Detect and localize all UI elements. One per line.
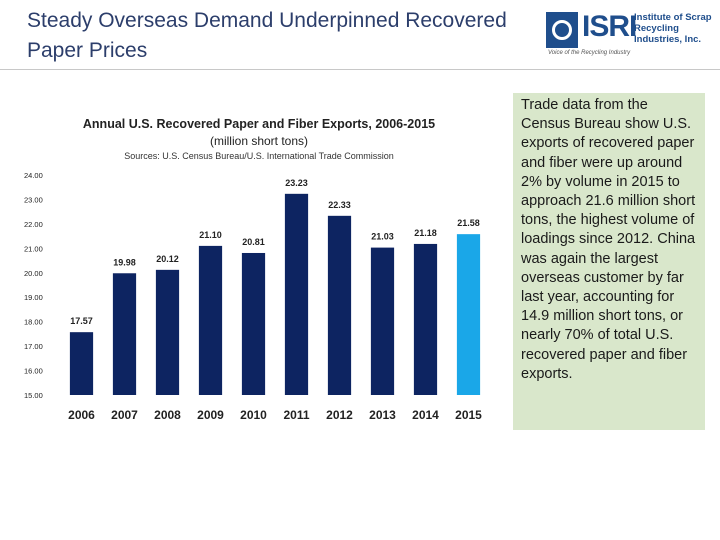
value-label-2015: 21.58 xyxy=(457,218,480,228)
isri-emblem-icon xyxy=(546,12,578,48)
bar-2009 xyxy=(198,245,223,395)
value-label-2006: 17.57 xyxy=(70,316,93,326)
bar-2007 xyxy=(112,273,137,395)
y-tick-label: 17.00 xyxy=(24,342,43,351)
value-label-2009: 21.10 xyxy=(199,230,222,240)
summary-text-box: Trade data from the Census Bureau show U… xyxy=(513,93,705,430)
bar-2010 xyxy=(241,252,266,395)
bar-2008 xyxy=(155,269,180,395)
y-tick-label: 20.00 xyxy=(24,269,43,278)
y-tick-label: 23.00 xyxy=(24,195,43,204)
value-label-2007: 19.98 xyxy=(113,257,136,267)
x-tick-label-2014: 2014 xyxy=(412,408,439,422)
x-tick-label-2008: 2008 xyxy=(154,408,181,422)
exports-chart: Annual U.S. Recovered Paper and Fiber Ex… xyxy=(20,105,498,430)
chart-subtitle: (million short tons) xyxy=(210,134,308,148)
value-label-2010: 20.81 xyxy=(242,237,265,247)
logo-tagline: Voice of the Recycling Industry xyxy=(548,50,631,56)
x-tick-label-2012: 2012 xyxy=(326,408,353,422)
x-tick-label-2011: 2011 xyxy=(283,408,309,422)
x-tick-label-2009: 2009 xyxy=(197,408,224,422)
y-tick-label: 18.00 xyxy=(24,318,43,327)
y-tick-label: 24.00 xyxy=(24,171,43,180)
x-axis: 2006 2007 2008 2009 2010 2011 2012 2013 2014 2015 xyxy=(68,408,482,422)
x-tick-label-2006: 2006 xyxy=(68,408,95,422)
bar-2011 xyxy=(284,193,309,395)
bar-2012 xyxy=(327,215,352,395)
y-tick-label: 19.00 xyxy=(24,293,43,302)
header-divider xyxy=(0,69,720,70)
bar-2006 xyxy=(69,332,94,395)
y-axis: 15.00 16.00 17.00 18.00 19.00 20.00 21.00 22.00… xyxy=(24,171,43,400)
bar-2015 xyxy=(456,234,481,395)
value-labels-group: 17.57 19.98 20.12 21.10 20.81 23.23 22.33 21.03… xyxy=(70,178,480,326)
x-tick-label-2010: 2010 xyxy=(240,408,267,422)
bar-2013 xyxy=(370,247,395,395)
logo-organization-name: Institute of Scrap Recycling Industries,… xyxy=(634,12,712,45)
bar-2014 xyxy=(413,243,438,395)
logo-wordmark: ISRI xyxy=(582,10,637,43)
y-tick-label: 15.00 xyxy=(24,391,43,400)
bars-group xyxy=(69,193,481,395)
isri-logo: ISRI Institute of Scrap Recycling Indust… xyxy=(546,10,716,60)
y-tick-label: 21.00 xyxy=(24,244,43,253)
value-label-2008: 20.12 xyxy=(156,254,179,264)
x-tick-label-2013: 2013 xyxy=(369,408,396,422)
chart-source: Sources: U.S. Census Bureau/U.S. Interna… xyxy=(124,151,394,161)
value-label-2013: 21.03 xyxy=(371,232,394,242)
y-tick-label: 22.00 xyxy=(24,220,43,229)
value-label-2012: 22.33 xyxy=(328,200,351,210)
x-tick-label-2007: 2007 xyxy=(111,408,138,422)
value-label-2011: 23.23 xyxy=(285,178,308,188)
chart-svg: Annual U.S. Recovered Paper and Fiber Ex… xyxy=(24,117,482,422)
slide-title: Steady Overseas Demand Underpinned Recov… xyxy=(27,9,507,62)
chart-title: Annual U.S. Recovered Paper and Fiber Ex… xyxy=(83,117,435,131)
x-tick-label-2015: 2015 xyxy=(455,408,482,422)
summary-text: Trade data from the Census Bureau show U… xyxy=(521,97,696,382)
value-label-2014: 21.18 xyxy=(414,228,437,238)
y-tick-label: 16.00 xyxy=(24,367,43,376)
